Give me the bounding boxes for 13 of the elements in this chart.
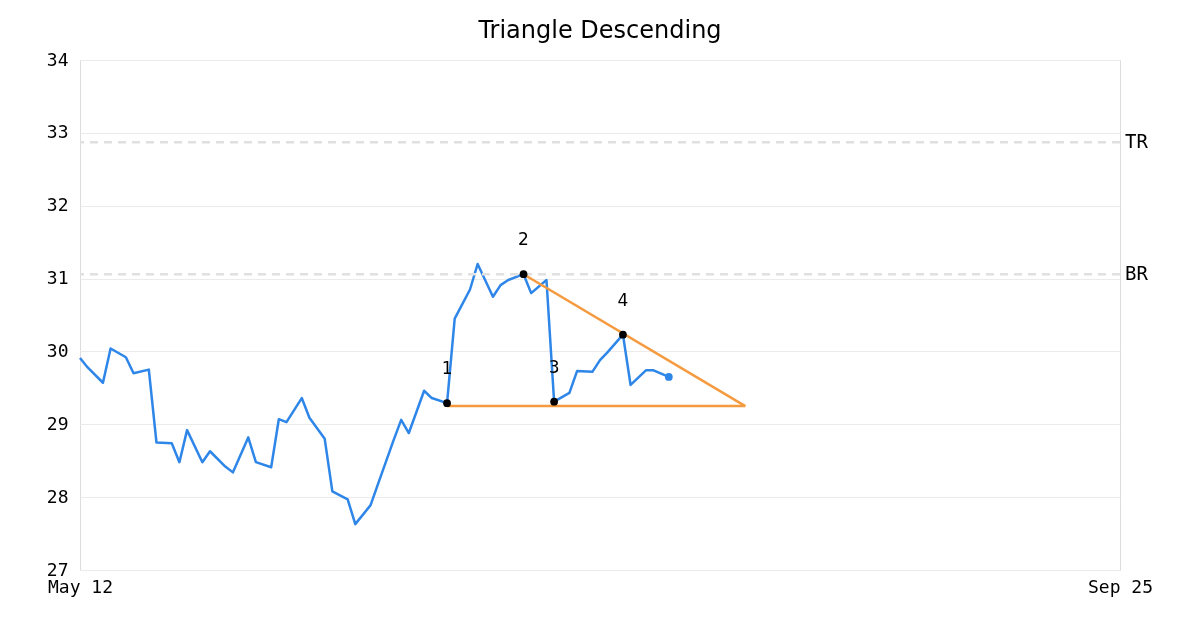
y-tick-label: 31 <box>46 267 69 289</box>
y-tick-label: 30 <box>46 339 69 361</box>
chart-title: Triangle Descending <box>477 16 722 44</box>
annotation: 4 <box>617 289 629 310</box>
ref-line-label: BR <box>1125 262 1149 285</box>
y-tick-label: 29 <box>46 412 69 434</box>
y-tick-label: 32 <box>46 194 69 216</box>
y-tick-label: 28 <box>46 485 69 507</box>
annotation: 2 <box>518 229 529 250</box>
ref-line-label: TR <box>1125 130 1149 153</box>
y-tick-label: 33 <box>46 121 69 143</box>
y-tick-label: 34 <box>46 48 69 70</box>
x-tick-label: Sep 25 <box>1087 575 1154 597</box>
